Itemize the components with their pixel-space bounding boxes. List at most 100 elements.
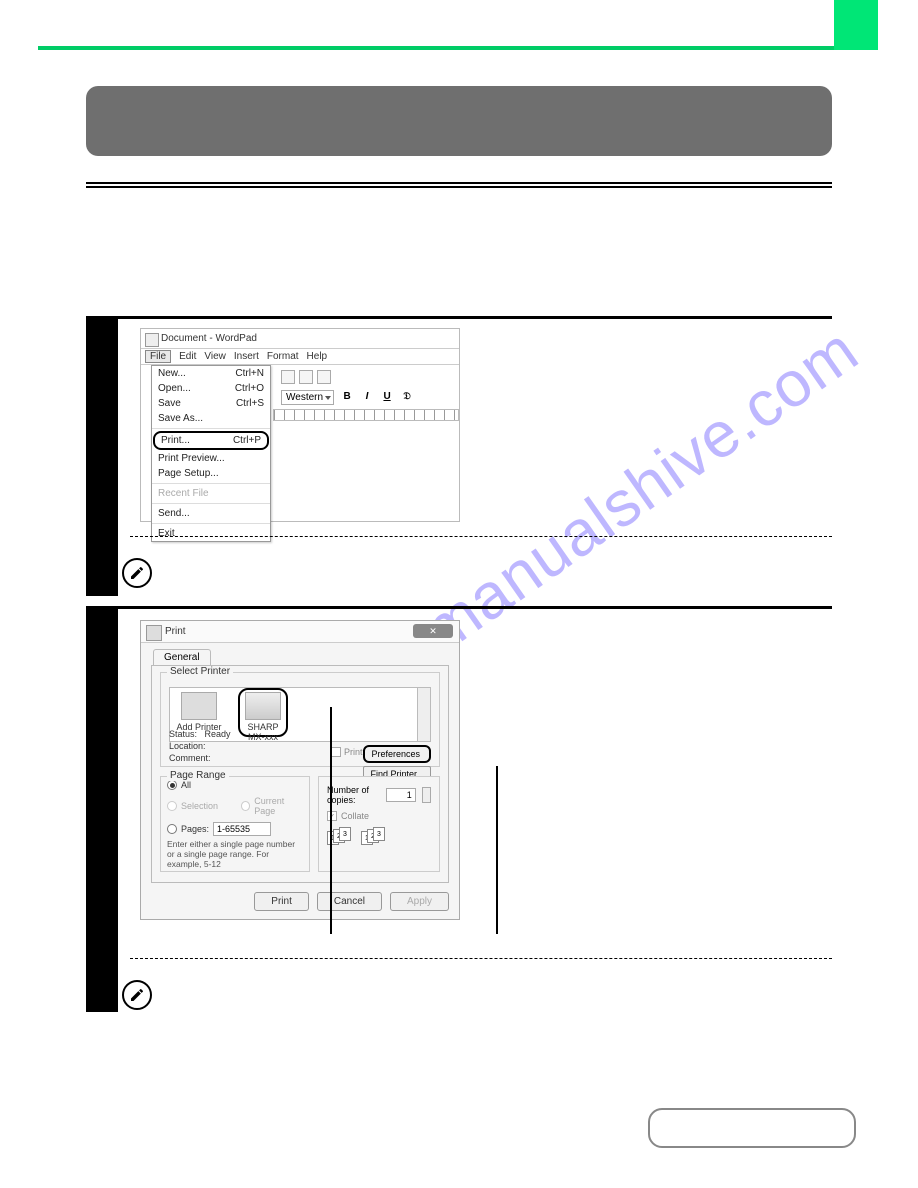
menu-item-print[interactable]: Print... Ctrl+P xyxy=(153,431,269,450)
menu-item-exit[interactable]: Exit xyxy=(152,526,270,541)
menu-separator xyxy=(152,483,270,484)
toolbar-icon[interactable] xyxy=(299,370,313,384)
cancel-button[interactable]: Cancel xyxy=(317,892,382,911)
title-text: Print xyxy=(165,626,186,637)
format-bar: Western B I U 𝔇 xyxy=(273,387,459,407)
copies-input[interactable] xyxy=(386,788,416,802)
menu-item-printpreview[interactable]: Print Preview... xyxy=(152,451,270,466)
collate-icons: 123 123 xyxy=(327,827,439,847)
bold-button[interactable]: B xyxy=(340,390,354,404)
menu-separator xyxy=(152,523,270,524)
pencil-icon xyxy=(129,987,145,1003)
sharp-printer-item[interactable]: SHARP MX-xxx xyxy=(238,688,288,737)
menubar[interactable]: File Edit View Insert Format Help xyxy=(141,349,459,365)
location-label: Location: xyxy=(169,740,231,752)
printer-label: MX-xxx xyxy=(242,732,284,742)
menu-format[interactable]: Format xyxy=(267,351,299,362)
radio-icon xyxy=(167,780,177,790)
menu-item-save[interactable]: Save Ctrl+S xyxy=(152,396,270,411)
status-value: Ready xyxy=(205,729,231,739)
note-icon xyxy=(122,558,152,588)
menu-item-send[interactable]: Send... xyxy=(152,506,270,521)
menu-label: Save xyxy=(158,398,181,409)
apply-button: Apply xyxy=(390,892,449,911)
toolbar-icon[interactable] xyxy=(281,370,295,384)
header-accent xyxy=(834,0,878,50)
toolbar-icon[interactable] xyxy=(317,370,331,384)
menu-label: Exit xyxy=(158,528,175,539)
window-title: Document - WordPad xyxy=(141,329,459,349)
preferences-button[interactable]: Preferences xyxy=(363,745,431,763)
toolbar xyxy=(273,367,459,387)
dialog-body: Select Printer Add Printer SHARP MX-xxx xyxy=(151,665,449,883)
menu-help[interactable]: Help xyxy=(307,351,328,362)
radio-icon xyxy=(241,801,250,811)
wordpad-window: Document - WordPad File Edit View Insert… xyxy=(140,328,460,522)
menu-label: Send... xyxy=(158,508,190,519)
menu-view[interactable]: View xyxy=(204,351,226,362)
radio-label: Current Page xyxy=(254,796,303,816)
print-dialog: Print ✕ General Select Printer Add Print… xyxy=(140,620,460,920)
italic-button[interactable]: I xyxy=(360,390,374,404)
radio-selection: Selection xyxy=(167,796,229,816)
radio-label: All xyxy=(181,780,191,790)
checkbox-label: Collate xyxy=(341,811,369,821)
dashed-rule xyxy=(130,536,832,537)
step-number-bar xyxy=(86,316,118,596)
menu-shortcut: Ctrl+S xyxy=(236,398,264,409)
radio-pages[interactable]: Pages: xyxy=(167,822,303,836)
menu-label: Open... xyxy=(158,383,191,394)
status-label: Status: xyxy=(169,729,197,739)
menu-item-saveas[interactable]: Save As... xyxy=(152,411,270,426)
dialog-title: Print ✕ xyxy=(141,621,459,643)
pencil-icon xyxy=(129,565,145,581)
num-copies: Number of copies: xyxy=(327,785,431,805)
underline-button[interactable]: U xyxy=(380,390,394,404)
status-rows: Status: Ready Location: Comment: xyxy=(169,728,231,764)
collate-check: Collate xyxy=(327,811,431,821)
print-button[interactable]: Print xyxy=(254,892,309,911)
step-1: Document - WordPad File Edit View Insert… xyxy=(86,316,832,596)
pages-input[interactable] xyxy=(213,822,271,836)
close-button[interactable]: ✕ xyxy=(413,624,453,638)
menu-insert[interactable]: Insert xyxy=(234,351,259,362)
group-label: Select Printer xyxy=(167,666,233,677)
font-script-select[interactable]: Western xyxy=(281,390,334,405)
menu-separator xyxy=(152,428,270,429)
help-text: Enter either a single page number or a s… xyxy=(167,839,303,869)
bottom-button[interactable] xyxy=(648,1108,856,1148)
section-banner xyxy=(86,86,832,156)
radio-label: Pages: xyxy=(181,824,209,834)
step-number-bar xyxy=(86,606,118,1012)
printer-icon xyxy=(245,692,281,720)
menu-separator xyxy=(152,503,270,504)
spin-buttons[interactable] xyxy=(422,787,431,803)
step-2: Print ✕ General Select Printer Add Print… xyxy=(86,606,832,1012)
menu-item-recent: Recent File xyxy=(152,486,270,501)
radio-label: Selection xyxy=(181,801,218,811)
section-rule xyxy=(86,182,832,188)
menu-edit[interactable]: Edit xyxy=(179,351,196,362)
menu-item-open[interactable]: Open... Ctrl+O xyxy=(152,381,270,396)
menu-item-pagesetup[interactable]: Page Setup... xyxy=(152,466,270,481)
menu-label: Recent File xyxy=(158,488,209,499)
scrollbar[interactable] xyxy=(417,687,431,742)
radio-icon xyxy=(167,801,177,811)
page-range-group: Page Range All Selection Current Page Pa… xyxy=(160,776,310,872)
radio-all[interactable]: All xyxy=(167,780,303,790)
select-printer-group: Select Printer Add Printer SHARP MX-xxx xyxy=(160,672,440,767)
callout-line xyxy=(496,766,498,934)
menu-item-new[interactable]: New... Ctrl+N xyxy=(152,366,270,381)
color-button[interactable]: 𝔇 xyxy=(400,390,414,404)
menu-label: New... xyxy=(158,368,186,379)
add-printer-icon xyxy=(181,692,217,720)
ruler xyxy=(273,409,459,421)
dialog-buttons: Print Cancel Apply xyxy=(254,892,449,911)
checkbox xyxy=(327,811,337,821)
radio-icon xyxy=(167,824,177,834)
menu-file[interactable]: File xyxy=(145,350,171,363)
checkbox[interactable] xyxy=(331,747,341,757)
printer-label: SHARP xyxy=(242,722,284,732)
tab-general[interactable]: General xyxy=(153,649,211,666)
menu-label: Print... xyxy=(161,435,190,446)
